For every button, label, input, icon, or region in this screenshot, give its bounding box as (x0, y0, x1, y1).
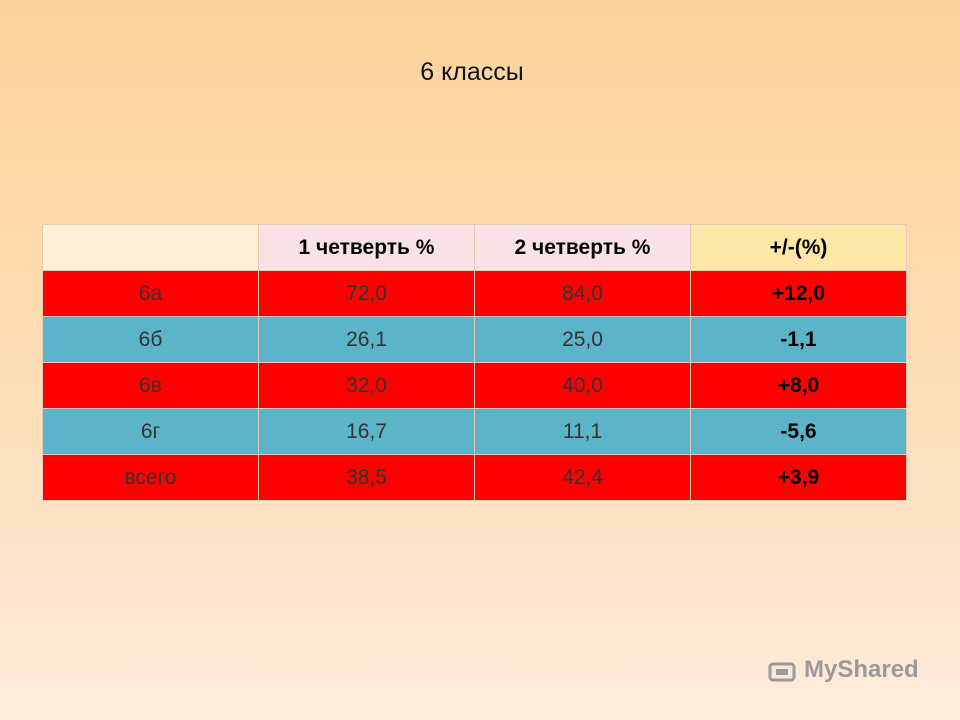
table-cell: 6а (42, 270, 259, 317)
table-cell: 26,1 (258, 316, 475, 363)
watermark: MyShared (804, 656, 919, 683)
table-row: 6а 72,0 84,0 +12,0 (42, 270, 907, 317)
table-cell: +8,0 (690, 362, 907, 409)
table-row: 6г 16,7 11,1 -5,6 (42, 408, 907, 455)
table-cell: 38,5 (258, 454, 475, 501)
header-row: 1 четверть % 2 четверть % +/-(%) (42, 224, 907, 271)
table-cell: 25,0 (474, 316, 691, 363)
table-row: 6в 32,0 40,0 +8,0 (42, 362, 907, 409)
table-row: всего 38,5 42,4 +3,9 (42, 454, 907, 501)
table-row: 6б 26,1 25,0 -1,1 (42, 316, 907, 363)
table-cell: 42,4 (474, 454, 691, 501)
header-cell: +/-(%) (690, 224, 907, 271)
header-cell (42, 224, 259, 271)
table-cell: 6в (42, 362, 259, 409)
table-cell: 16,7 (258, 408, 475, 455)
slide-title: 6 классы (420, 58, 524, 86)
table-cell: -1,1 (690, 316, 907, 363)
table-cell: +12,0 (690, 270, 907, 317)
header-cell: 1 четверть % (258, 224, 475, 271)
table-cell: 84,0 (474, 270, 691, 317)
table-cell: -5,6 (690, 408, 907, 455)
table-cell: всего (42, 454, 259, 501)
table-cell: +3,9 (690, 454, 907, 501)
table-cell: 32,0 (258, 362, 475, 409)
header-cell: 2 четверть % (474, 224, 691, 271)
table-cell: 40,0 (474, 362, 691, 409)
table-cell: 72,0 (258, 270, 475, 317)
table-cell: 11,1 (474, 408, 691, 455)
watermark-icon (768, 662, 796, 682)
data-table: 1 четверть % 2 четверть % +/-(%) 6а 72,0 84,0… (42, 224, 907, 501)
table-cell: 6г (42, 408, 259, 455)
table-cell: 6б (42, 316, 259, 363)
